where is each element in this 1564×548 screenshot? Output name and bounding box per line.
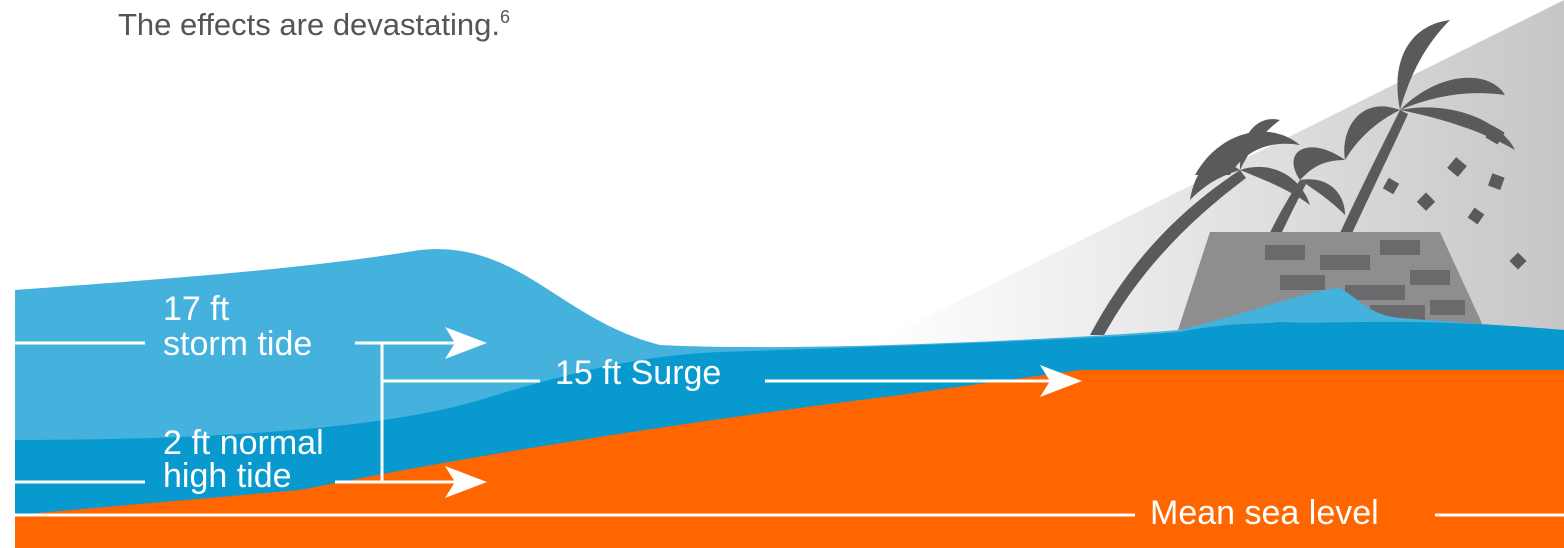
high-tide-label: high tide	[163, 457, 292, 495]
high-tide-height: 2 ft normal	[163, 424, 324, 462]
intro-text: The effects are devastating.6	[118, 7, 510, 42]
measure-lines	[15, 327, 1564, 517]
intro-sentence: The effects are devastating.	[118, 7, 500, 42]
storm-tide-height: 17 ft	[163, 290, 230, 328]
footnote-mark: 6	[500, 7, 510, 27]
surge-label: 15 ft Surge	[555, 354, 721, 392]
land	[15, 370, 1564, 548]
mean-sea-level-label: Mean sea level	[1150, 494, 1379, 532]
storm-tide-label: storm tide	[163, 325, 312, 363]
roof-shingles	[1265, 240, 1465, 320]
